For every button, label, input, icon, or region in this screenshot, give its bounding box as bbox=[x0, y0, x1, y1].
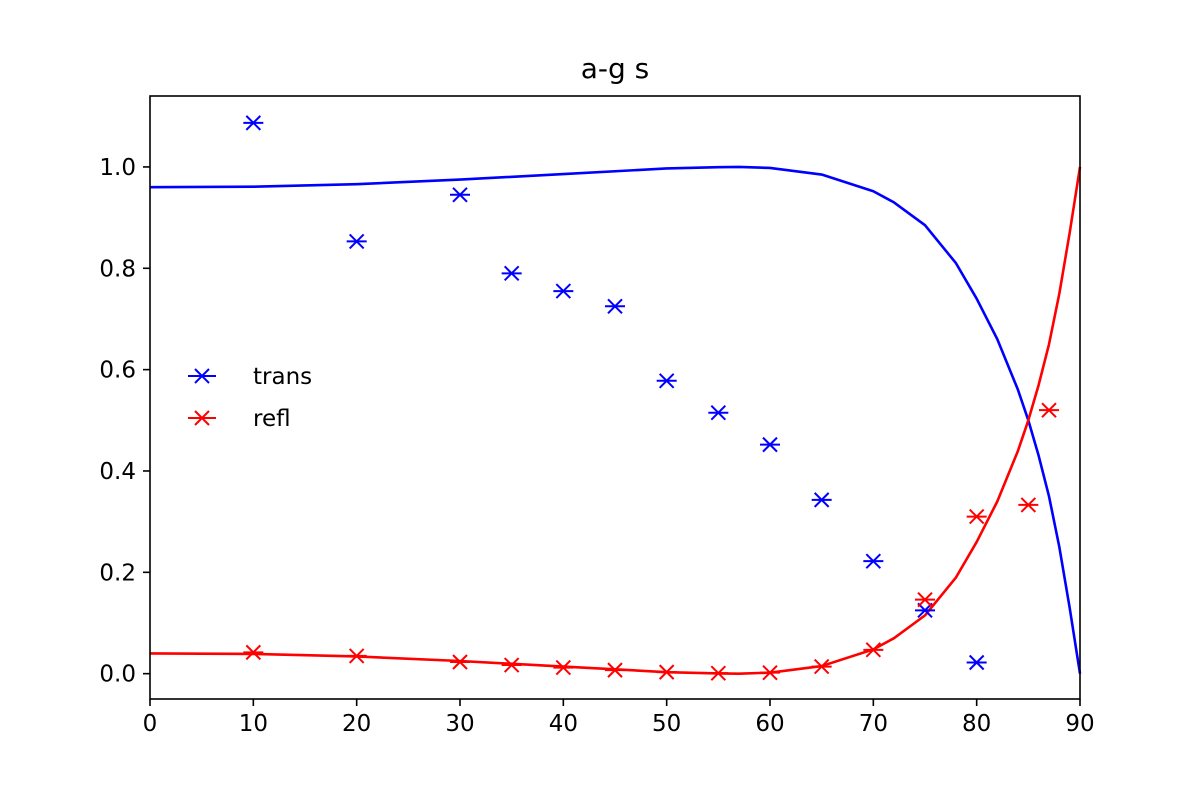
x-tick-label: 0 bbox=[143, 711, 158, 737]
legend-entry-refl: refl bbox=[188, 406, 291, 432]
refl-point bbox=[863, 642, 884, 658]
x-tick-label: 40 bbox=[549, 711, 578, 737]
chart-title: a-g s bbox=[581, 52, 650, 85]
refl-point bbox=[966, 508, 987, 525]
x-tick-label: 10 bbox=[239, 711, 268, 737]
x-tick-label: 20 bbox=[342, 711, 371, 737]
y-tick-label: 0.4 bbox=[99, 459, 136, 485]
refl-point bbox=[656, 664, 677, 680]
trans-point bbox=[708, 404, 729, 421]
trans-point bbox=[243, 115, 264, 131]
y-tick-label: 0.0 bbox=[99, 662, 136, 688]
trans-point bbox=[501, 265, 522, 282]
legend-entry-trans: trans bbox=[188, 364, 312, 390]
trans-point bbox=[811, 492, 832, 508]
trans-point bbox=[760, 436, 780, 453]
trans-point bbox=[450, 187, 470, 203]
curve-line bbox=[149, 166, 1082, 675]
y-tick-label: 0.8 bbox=[99, 256, 136, 282]
trans-point bbox=[966, 654, 987, 671]
y-tick-label: 0.2 bbox=[99, 560, 136, 586]
refl-point bbox=[243, 644, 264, 661]
curve-line bbox=[149, 165, 1082, 674]
refl-point bbox=[708, 665, 729, 681]
refl-point bbox=[605, 662, 625, 678]
refl-point bbox=[760, 664, 780, 681]
y-tick-label: 1.0 bbox=[99, 155, 136, 181]
x-tick-label: 30 bbox=[445, 711, 474, 737]
plot-frame bbox=[149, 95, 1081, 700]
x-tick-label: 60 bbox=[755, 711, 784, 737]
refl-point bbox=[450, 654, 470, 670]
x-tick-label: 50 bbox=[652, 711, 681, 737]
legend: trans refl bbox=[188, 364, 312, 432]
y-tick-label: 0.6 bbox=[99, 358, 136, 384]
axes-layer: 0 10 20 30 40 50 60 70 80 90 0.0 0.2 0.4 0.6 0.8 1.0 bbox=[99, 95, 1095, 737]
x-tick-label: 90 bbox=[1065, 711, 1094, 737]
refl-point bbox=[811, 658, 832, 675]
trans-point bbox=[863, 553, 884, 569]
plot-layer bbox=[149, 115, 1082, 681]
trans-point bbox=[605, 298, 625, 314]
legend-marker bbox=[192, 410, 212, 426]
refl-point bbox=[501, 657, 522, 673]
legend-marker bbox=[192, 368, 212, 384]
refl-point bbox=[346, 648, 367, 664]
x-tick-label: 80 bbox=[962, 711, 991, 737]
legend-label: refl bbox=[253, 406, 291, 432]
trans-point bbox=[656, 373, 677, 389]
legend-label: trans bbox=[253, 364, 312, 390]
refl-point bbox=[1039, 402, 1059, 418]
x-tick-label: 70 bbox=[859, 711, 888, 737]
trans-point bbox=[346, 233, 367, 250]
refl-point bbox=[915, 591, 935, 608]
refl-point bbox=[1018, 497, 1039, 513]
trans-point bbox=[553, 283, 574, 299]
refl-point bbox=[553, 659, 574, 676]
